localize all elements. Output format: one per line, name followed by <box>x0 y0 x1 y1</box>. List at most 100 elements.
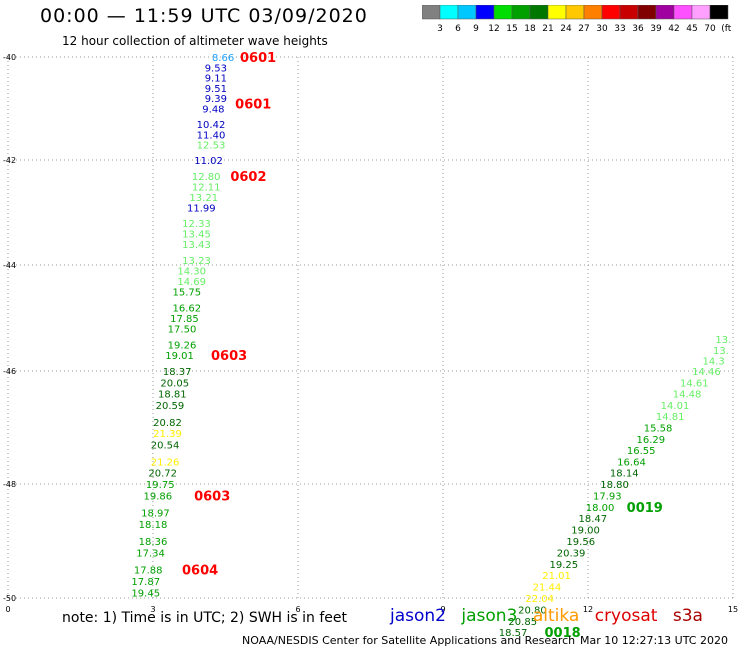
data-point-label: 19.00 <box>571 526 600 537</box>
legend-label: 42 <box>668 24 679 34</box>
data-point-label: 21.44 <box>533 583 562 594</box>
data-point-label: 19.86 <box>144 491 173 502</box>
data-point-label: 22.04 <box>525 594 554 605</box>
note-text: note: 1) Time is in UTC; 2) SWH is in fe… <box>62 610 348 626</box>
time-label: 0601 <box>240 51 276 66</box>
legend-label: 39 <box>650 24 662 34</box>
x-tick-label: 6 <box>295 605 300 614</box>
data-point-label: 13. <box>713 346 729 357</box>
time-label: 0019 <box>627 501 663 516</box>
y-tick-label: -40 <box>3 53 16 62</box>
y-tick-label: -42 <box>3 156 16 165</box>
data-point-label: 18.18 <box>139 520 168 531</box>
data-point-label: 20.85 <box>508 617 537 628</box>
data-point-label: 21.26 <box>151 457 180 468</box>
data-point-label: 9.48 <box>202 105 224 116</box>
legend-label: 27 <box>578 24 589 34</box>
data-point-label: 20.05 <box>160 378 189 389</box>
data-point-label: 20.80 <box>518 605 547 616</box>
data-point-label: 17.93 <box>593 491 622 502</box>
satellite-altika: altika <box>532 606 580 626</box>
data-point-label: 18.00 <box>586 503 615 514</box>
data-point-label: 12.53 <box>197 141 226 152</box>
data-point-label: 9.11 <box>205 74 227 85</box>
y-tick-label: -48 <box>3 480 16 489</box>
data-point-label: 16.64 <box>617 457 646 468</box>
data-point-label: 17.34 <box>136 548 165 559</box>
data-point-label: 20.59 <box>156 401 185 412</box>
data-point-label: 20.72 <box>148 469 177 480</box>
data-point-label: 18.14 <box>610 469 639 480</box>
data-point-label: 13. <box>715 335 731 346</box>
satellite-s3a: s3a <box>672 606 703 626</box>
data-point-label: 12.80 <box>192 172 221 183</box>
data-point-label: 19.25 <box>550 560 579 571</box>
data-point-label: 13.45 <box>182 230 211 241</box>
data-point-label: 12.33 <box>182 219 211 230</box>
data-point-label: 19.75 <box>146 480 175 491</box>
data-point-label: 14.3 <box>703 356 725 367</box>
x-tick-label: 0 <box>5 605 10 614</box>
data-point-label: 17.87 <box>131 577 160 588</box>
legend-label: 3 <box>437 24 443 34</box>
legend-label: 21 <box>542 24 553 34</box>
data-point-label: 11.99 <box>187 203 216 214</box>
satellite-cryosat: cryosat <box>594 606 658 626</box>
data-point-label: 18.57 <box>499 628 528 639</box>
data-point-label: 14.81 <box>656 412 685 423</box>
data-point-label: 18.37 <box>163 367 192 378</box>
data-point-label: 16.29 <box>637 435 666 446</box>
legend-label: 33 <box>614 24 625 34</box>
data-point-label: 18.81 <box>158 390 187 401</box>
y-tick-label: -46 <box>3 367 16 376</box>
data-point-label: 19.45 <box>131 588 160 599</box>
data-point-label: 20.82 <box>153 418 182 429</box>
data-point-label: 14.48 <box>673 390 702 401</box>
data-point-label: 15.75 <box>173 288 202 299</box>
data-point-label: 17.50 <box>168 325 197 336</box>
y-tick-label: -50 <box>3 594 16 603</box>
data-point-label: 19.01 <box>165 351 194 362</box>
data-point-label: 10.42 <box>197 120 226 131</box>
time-label: 0603 <box>194 489 230 504</box>
data-point-label: 9.53 <box>205 63 227 74</box>
time-label: 0602 <box>230 170 266 185</box>
y-tick-label: -44 <box>3 261 16 270</box>
data-point-label: 18.80 <box>600 480 629 491</box>
data-point-label: 9.39 <box>205 94 227 105</box>
legend-label: 15 <box>506 24 517 34</box>
data-point-label: 15.58 <box>644 424 673 435</box>
data-point-label: 21.39 <box>153 429 182 440</box>
data-point-label: 17.88 <box>134 566 163 577</box>
legend-label: 36 <box>632 24 644 34</box>
legend-label: 18 <box>524 24 536 34</box>
data-point-label: 20.54 <box>151 440 180 451</box>
legend-label: 24 <box>560 24 572 34</box>
data-point-label: 13.21 <box>189 193 218 204</box>
legend-label: 9 <box>473 24 479 34</box>
x-tick-label: 12 <box>583 605 593 614</box>
satellite-jason3: jason3 <box>461 606 518 626</box>
timestamp-text: Mar 10 12:27:13 UTC 2020 <box>580 634 728 647</box>
legend-swatch <box>709 5 729 20</box>
legend-label: (ft) <box>721 24 732 34</box>
data-point-label: 17.85 <box>170 314 199 325</box>
legend-label: 6 <box>455 24 461 34</box>
legend-label: 45 <box>686 24 697 34</box>
x-tick-label: 3 <box>150 605 155 614</box>
satellite-jason2: jason2 <box>390 606 446 626</box>
data-point-label: 18.97 <box>141 509 170 520</box>
chart-title: 00:00 — 11:59 UTC 03/09/2020 <box>40 5 368 27</box>
data-point-label: 8.66 <box>212 53 234 64</box>
data-point-label: 13.43 <box>182 240 211 251</box>
data-point-label: 14.61 <box>680 378 709 389</box>
satellite-legend: jason2 jason3 altika cryosat s3a <box>390 606 713 626</box>
time-label: 0603 <box>211 349 247 364</box>
legend-label: 12 <box>488 24 499 34</box>
data-point-label: 20.39 <box>557 548 586 559</box>
data-point-label: 14.30 <box>177 266 206 277</box>
data-point-label: 11.02 <box>194 156 223 167</box>
data-point-label: 13.23 <box>182 256 211 267</box>
data-point-label: 16.62 <box>173 303 202 314</box>
